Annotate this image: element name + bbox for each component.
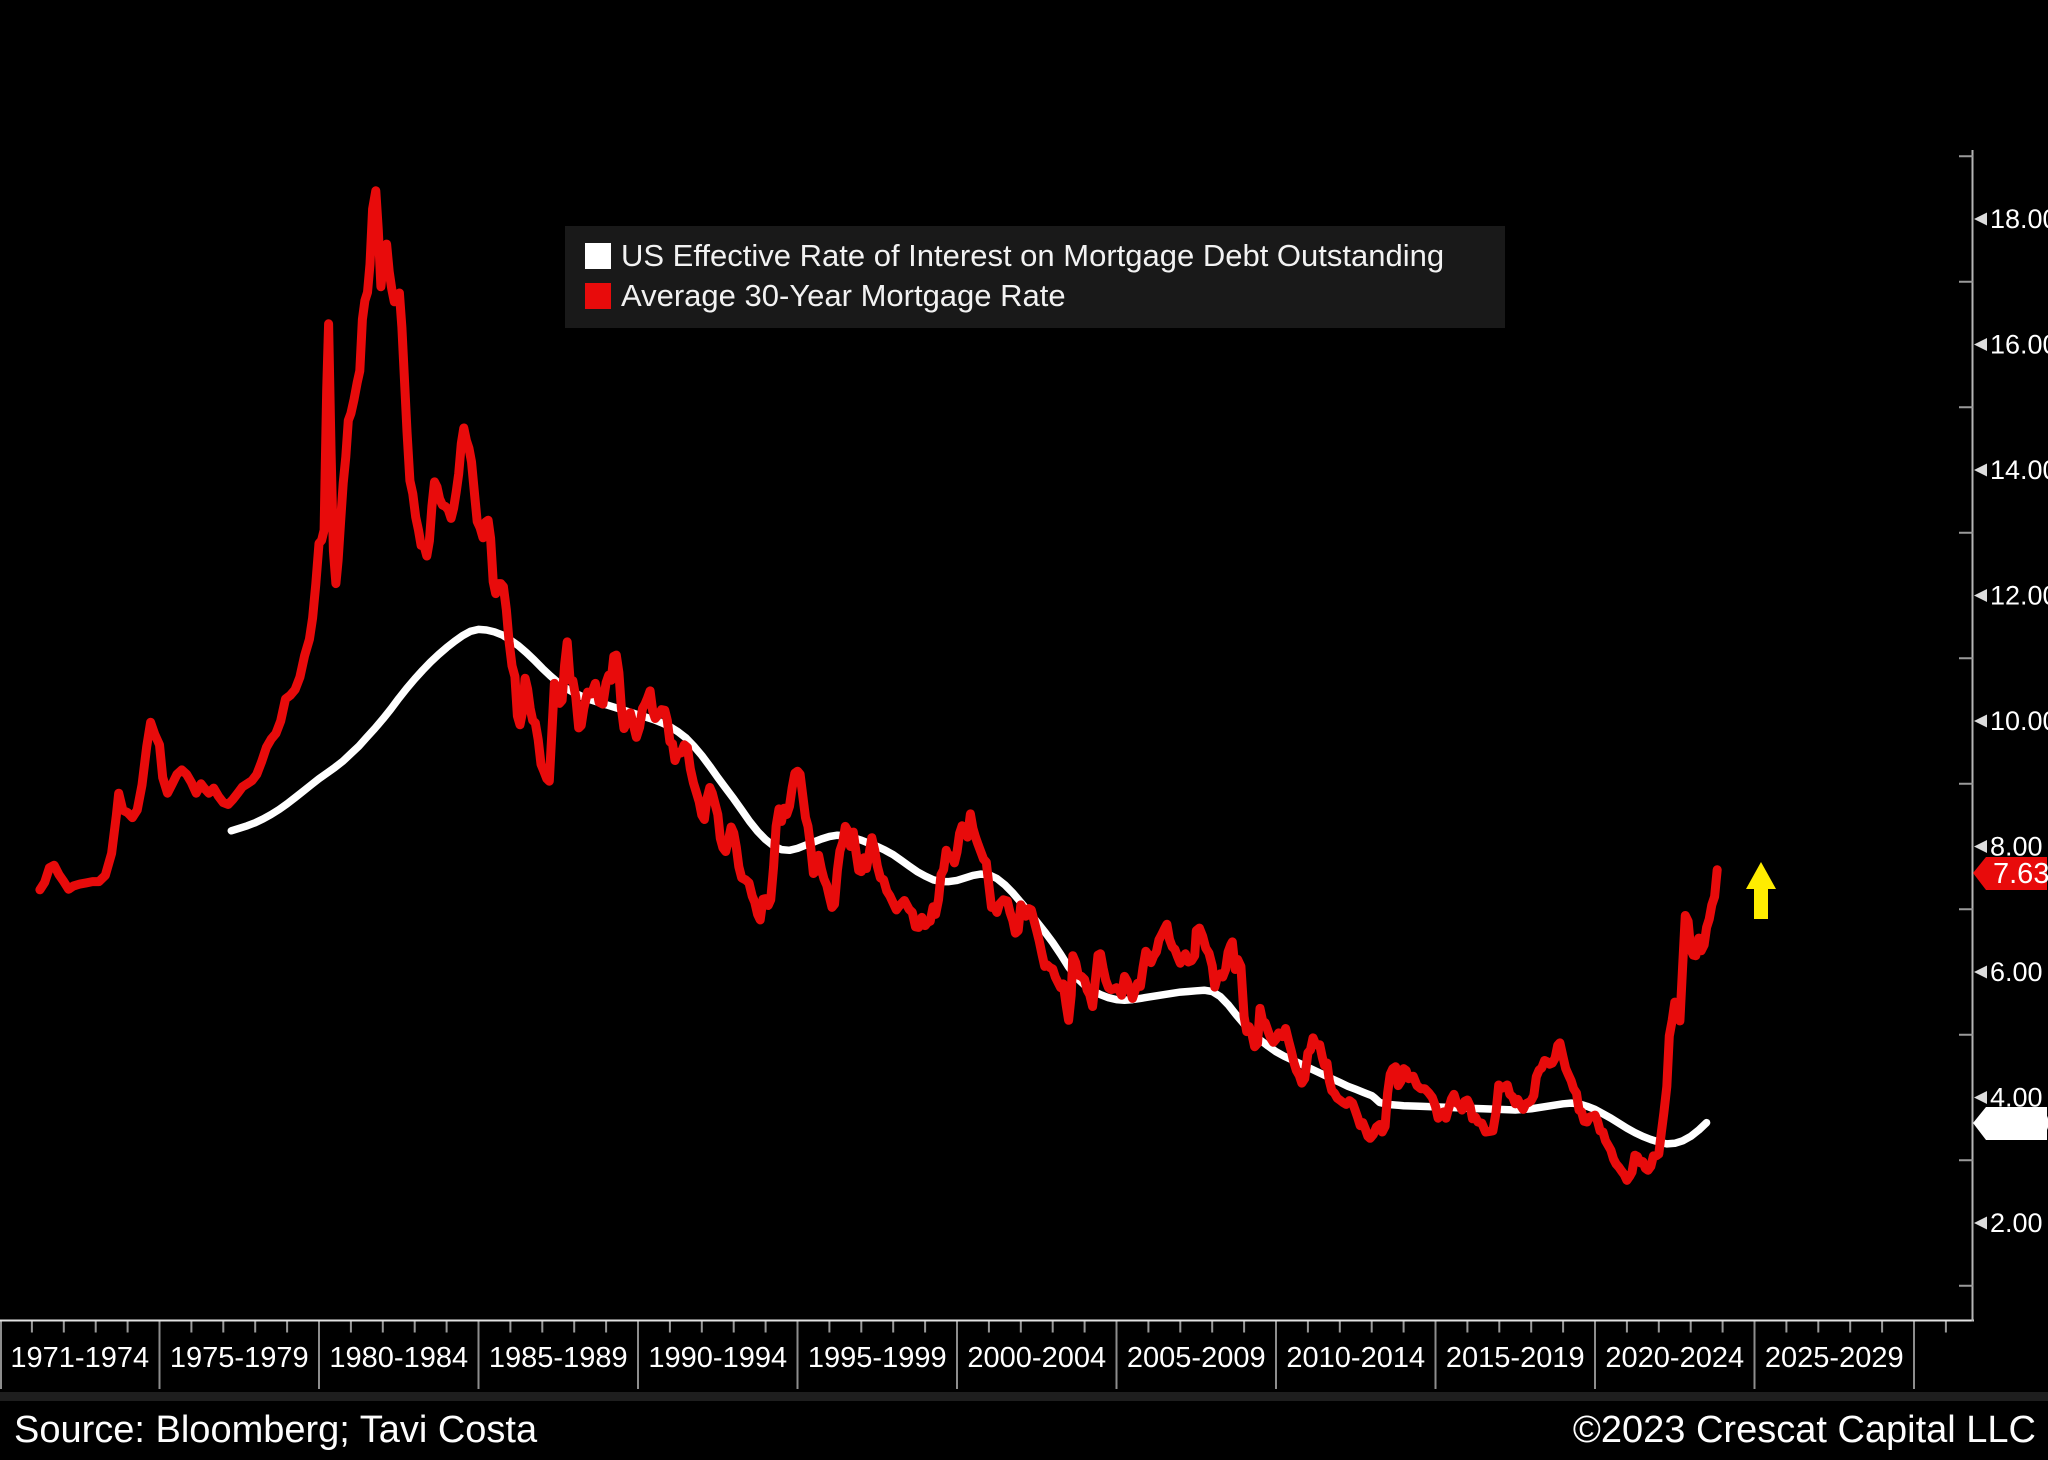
- x-band-label: 1990-1994: [648, 1342, 787, 1374]
- y-major-tick-arrow-icon: [1974, 212, 1987, 226]
- y-tick-label: 10.00: [1990, 706, 2048, 736]
- footer-divider: [0, 1392, 2048, 1401]
- x-band-label: 1971-1974: [10, 1342, 149, 1374]
- x-band-label: 1975-1979: [170, 1342, 309, 1374]
- last-value-white-label: 3.60: [1993, 1108, 2048, 1140]
- y-tick-label: 8.00: [1990, 832, 2043, 862]
- yellow-up-arrow-icon: [1746, 862, 1776, 919]
- y-tick-label: 18.00: [1990, 204, 2048, 234]
- legend-label-effective-rate: US Effective Rate of Interest on Mortgag…: [621, 238, 1445, 273]
- x-band-label: 1980-1984: [329, 1342, 468, 1374]
- x-band-label: 1995-1999: [808, 1342, 947, 1374]
- last-value-tag-red: [1973, 857, 2047, 890]
- source-text: Source: Bloomberg; Tavi Costa: [14, 1409, 538, 1451]
- white-series-swatch-icon: [585, 243, 611, 269]
- x-band-label: 1985-1989: [489, 1342, 628, 1374]
- last-value-red-label: 7.63: [1993, 858, 2048, 890]
- y-major-tick-arrow-icon: [1974, 589, 1987, 602]
- y-major-tick-arrow-icon: [1974, 338, 1987, 351]
- y-tick-label: 12.00: [1990, 581, 2048, 611]
- x-band-label: 2020-2024: [1605, 1342, 1744, 1374]
- legend-label-average-rate: Average 30-Year Mortgage Rate: [621, 278, 1066, 313]
- x-band-label: 2000-2004: [967, 1342, 1106, 1374]
- y-major-tick-arrow-icon: [1974, 840, 1987, 853]
- red-series-swatch-icon: [585, 283, 611, 309]
- y-tick-label: 14.00: [1990, 455, 2048, 485]
- average-rate-line: [35, 186, 1722, 1185]
- annotations-layer: 7.63 3.60: [1746, 857, 2048, 1140]
- chart-title: Average vs. Effective 30-Year Mortgage R…: [315, 31, 1733, 122]
- y-major-tick-arrow-icon: [1974, 463, 1987, 477]
- y-major-tick-arrow-icon: [1974, 1216, 1987, 1230]
- generated-axes-and-series: 2.004.006.008.0010.0012.0014.0016.0018.0…: [0, 150, 2048, 1389]
- x-band-label: 2010-2014: [1286, 1342, 1425, 1374]
- x-band-label: 2005-2009: [1127, 1342, 1266, 1374]
- footer: Source: Bloomberg; Tavi Costa ©2023 Cres…: [0, 1401, 2048, 1460]
- y-major-tick-arrow-icon: [1974, 714, 1987, 728]
- last-value-tag-white: [1973, 1107, 2047, 1140]
- legend-item-average-rate: Average 30-Year Mortgage Rate: [585, 276, 1489, 316]
- y-major-tick-arrow-icon: [1974, 965, 1987, 979]
- y-tick-label: 6.00: [1990, 957, 2043, 987]
- legend: US Effective Rate of Interest on Mortgag…: [565, 226, 1505, 328]
- effective-rate-line: [227, 625, 1711, 1148]
- x-band-label: 2015-2019: [1446, 1342, 1585, 1374]
- legend-item-effective-rate: US Effective Rate of Interest on Mortgag…: [585, 236, 1489, 276]
- copyright-text: ©2023 Crescat Capital LLC: [1572, 1409, 2036, 1451]
- y-tick-label: 2.00: [1990, 1208, 2043, 1238]
- y-tick-label: 16.00: [1990, 330, 2048, 360]
- y-major-tick-arrow-icon: [1974, 1091, 1987, 1104]
- x-band-label: 2025-2029: [1765, 1342, 1904, 1374]
